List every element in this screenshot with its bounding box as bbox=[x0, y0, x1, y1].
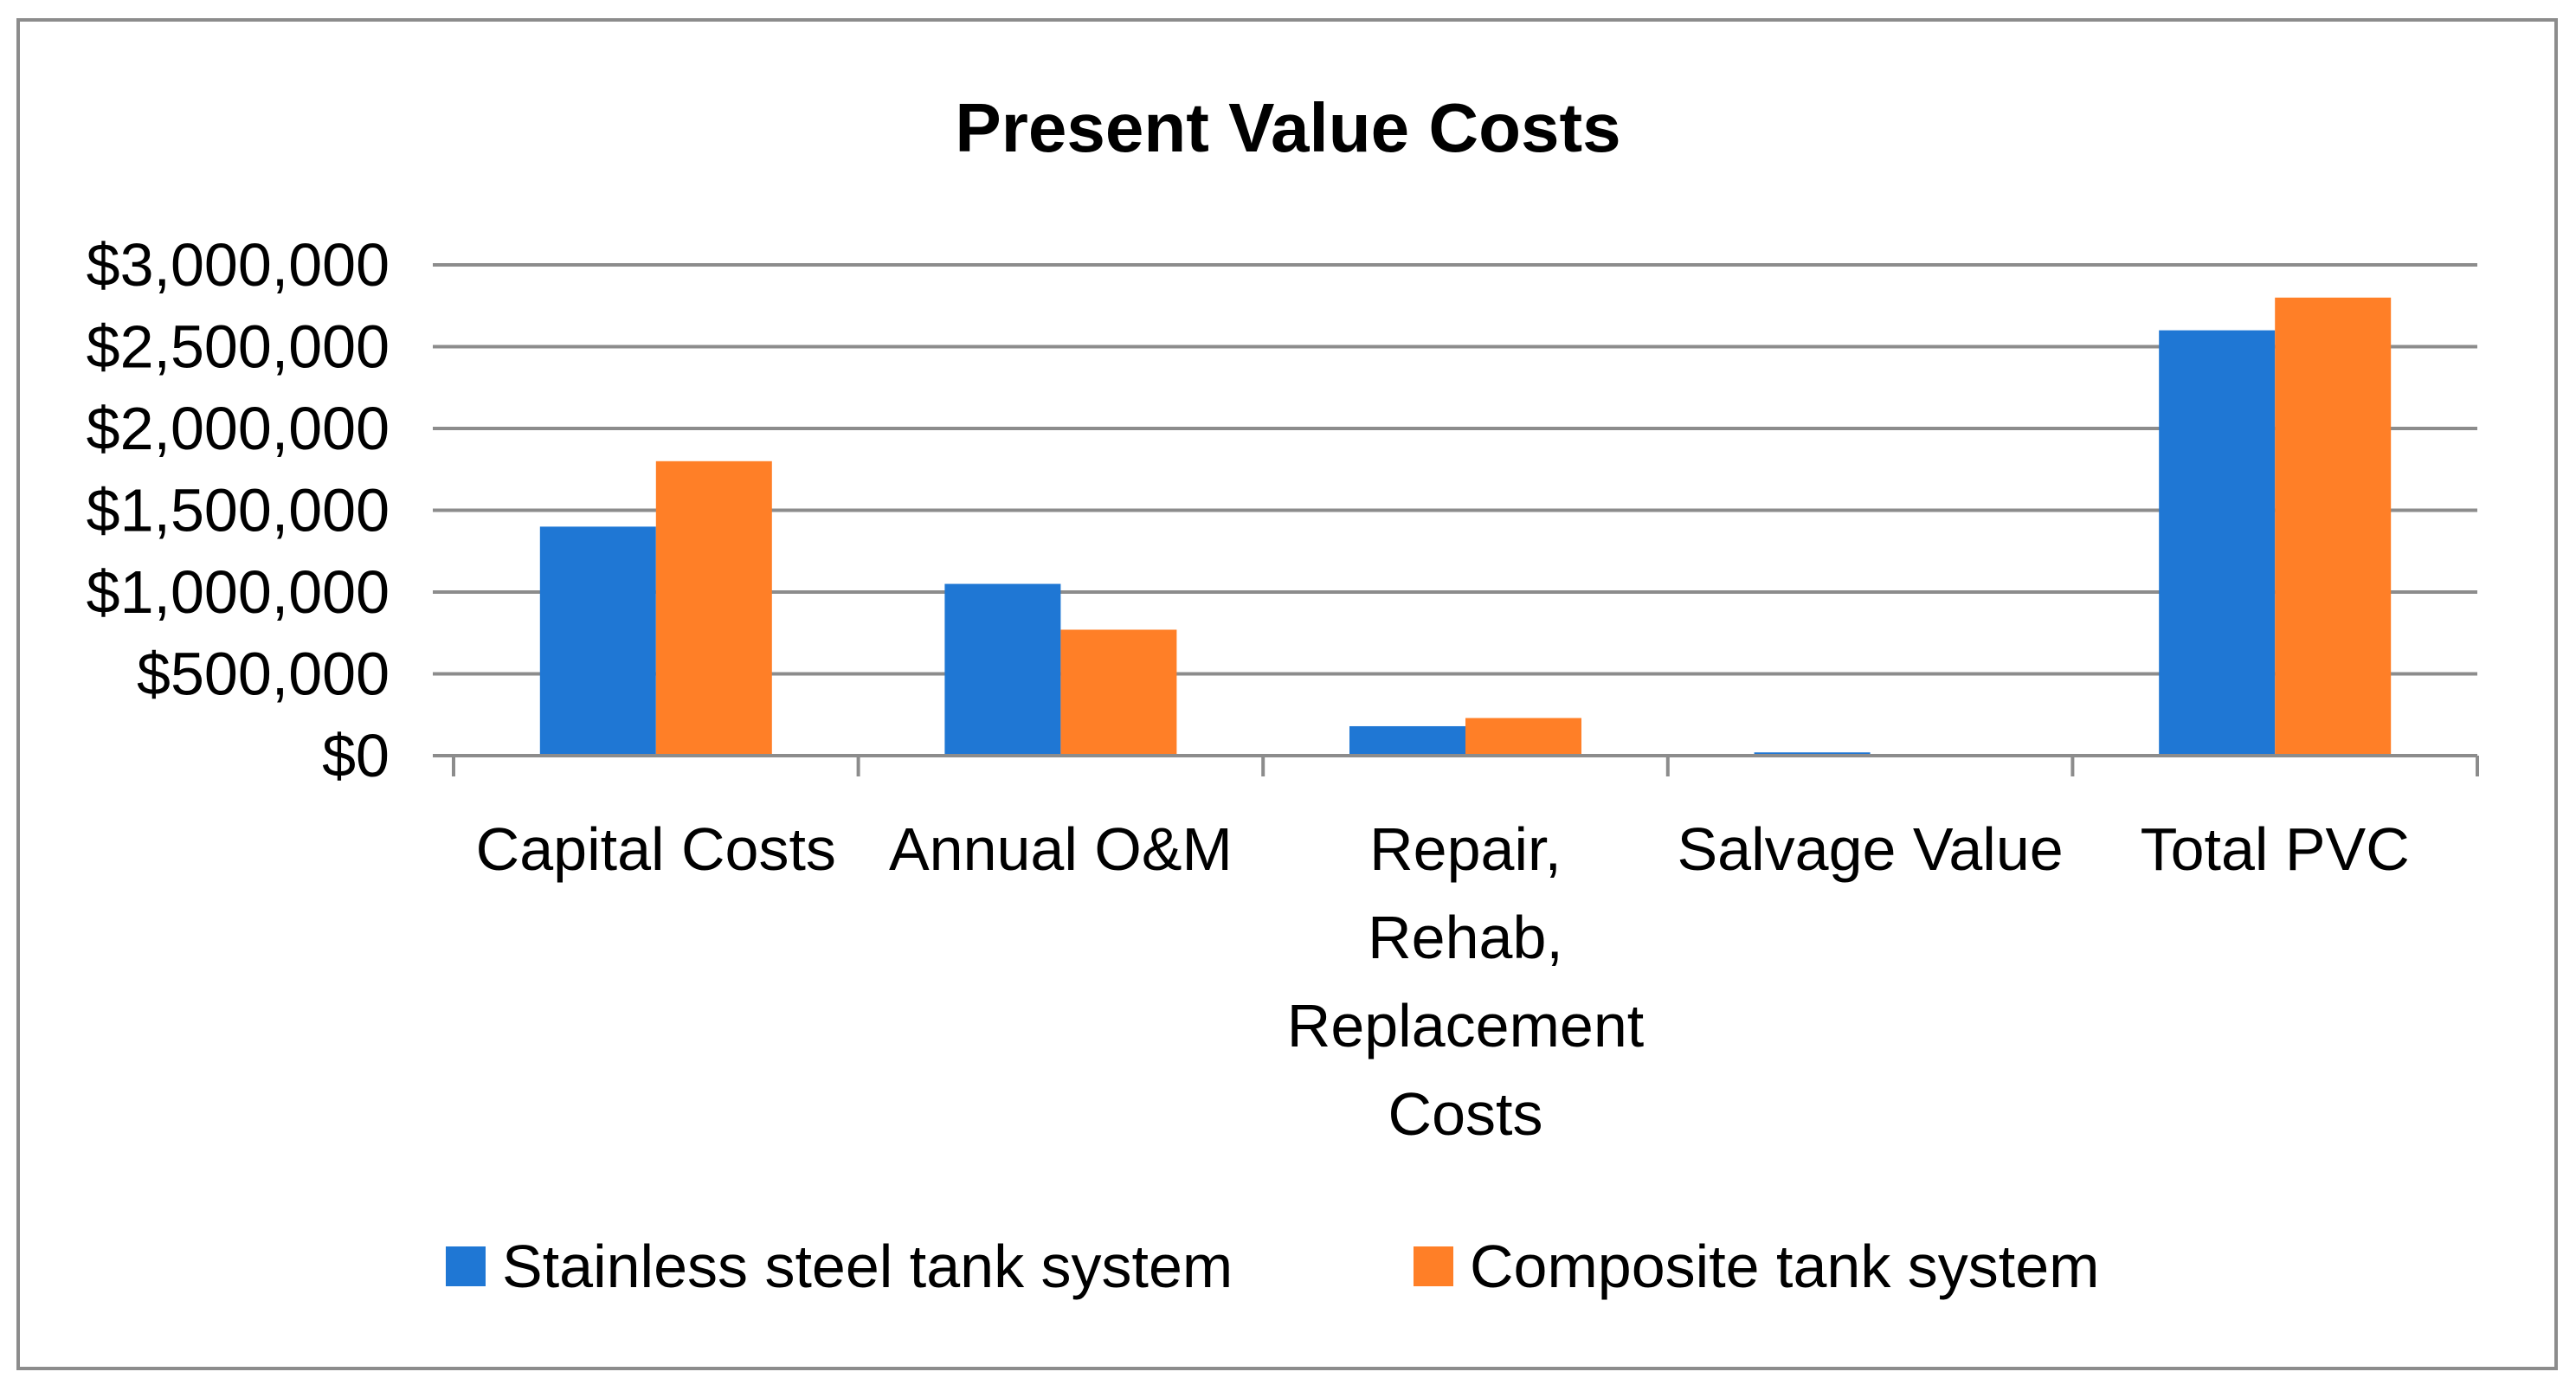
chart-frame bbox=[16, 18, 2558, 1370]
y-tick-label: $500,000 bbox=[137, 641, 390, 708]
chart-title: Present Value Costs bbox=[955, 89, 1620, 166]
y-tick-label: $2,500,000 bbox=[87, 313, 390, 381]
x-axis-category-labels: Capital Costs Annual O&M Repair, Rehab, Repl… bbox=[476, 815, 2410, 1148]
bar-stainless-2 bbox=[1349, 725, 1465, 756]
y-tick-label: $1,000,000 bbox=[87, 558, 390, 626]
bar-composite-0 bbox=[655, 460, 772, 756]
legend-label-stainless: Stainless steel tank system bbox=[502, 1233, 1233, 1300]
x-category-label: Salvage Value bbox=[1677, 815, 2063, 883]
legend: Stainless steel tank system Composite tan… bbox=[446, 1233, 2099, 1300]
x-category-label: Costs bbox=[1388, 1080, 1543, 1148]
bar-stainless-0 bbox=[539, 526, 656, 756]
bars bbox=[539, 297, 2392, 756]
x-category-label: Annual O&M bbox=[889, 815, 1233, 883]
bar-composite-4 bbox=[2275, 297, 2392, 756]
y-tick-label: $1,500,000 bbox=[87, 477, 390, 544]
bar-composite-2 bbox=[1465, 718, 1581, 756]
x-axis bbox=[452, 754, 2479, 776]
legend-swatch-composite bbox=[1414, 1246, 1453, 1286]
x-category-label: Replacement bbox=[1287, 992, 1644, 1059]
x-category-label: Total PVC bbox=[2141, 815, 2410, 883]
legend-swatch-stainless bbox=[446, 1246, 486, 1286]
y-axis-tick-labels: $0 $500,000 $1,000,000 $1,500,000 $2,000,000… bbox=[87, 231, 390, 789]
x-category-label: Repair, bbox=[1369, 815, 1562, 883]
bar-stainless-1 bbox=[944, 583, 1061, 756]
x-category-label: Capital Costs bbox=[476, 815, 836, 883]
gridlines bbox=[433, 263, 2477, 757]
x-category-label: Rehab, bbox=[1368, 904, 1563, 971]
bar-composite-1 bbox=[1060, 629, 1177, 756]
y-tick-label: $3,000,000 bbox=[87, 231, 390, 299]
y-tick-label: $2,000,000 bbox=[87, 395, 390, 462]
y-tick-label: $0 bbox=[322, 722, 390, 789]
legend-label-composite: Composite tank system bbox=[1470, 1233, 2099, 1300]
bar-stainless-4 bbox=[2159, 330, 2276, 756]
